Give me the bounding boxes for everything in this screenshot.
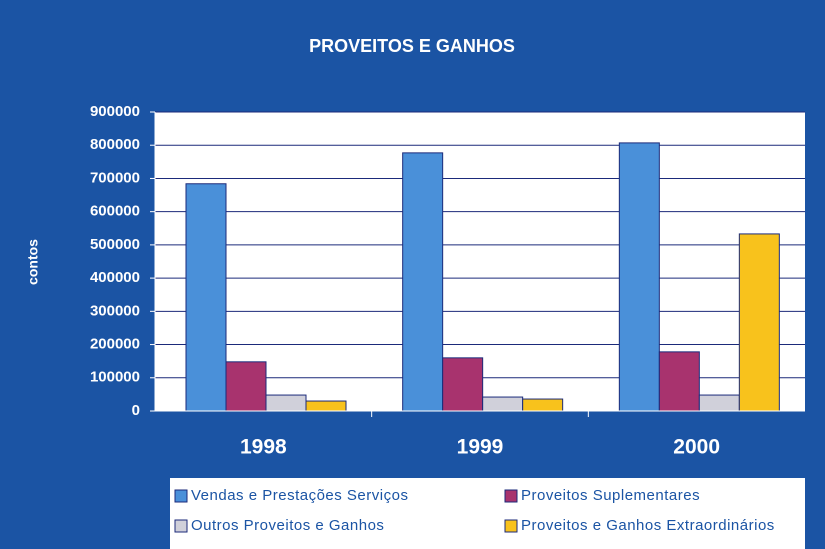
x-tick-label: 2000 xyxy=(673,436,720,459)
bar xyxy=(402,152,444,412)
bar xyxy=(185,183,227,412)
legend-label: Proveitos e Ganhos Extraordinários xyxy=(521,517,775,534)
legend-swatch xyxy=(174,489,188,503)
y-tick-label: 700000 xyxy=(90,169,140,186)
y-axis-label: contos xyxy=(25,239,41,285)
legend-label: Proveitos Suplementares xyxy=(521,487,700,504)
bar xyxy=(658,351,700,412)
y-tick-label: 0 xyxy=(132,402,140,419)
bar xyxy=(522,398,564,412)
bar xyxy=(442,357,484,412)
bar xyxy=(225,361,267,412)
y-tick-label: 600000 xyxy=(90,203,140,220)
y-tick-label: 100000 xyxy=(90,369,140,386)
bar xyxy=(265,394,307,412)
bar xyxy=(618,142,660,412)
y-tick-label: 400000 xyxy=(90,269,140,286)
legend-swatch xyxy=(504,489,518,503)
y-tick-label: 200000 xyxy=(90,336,140,353)
legend-swatch xyxy=(174,519,188,533)
bar xyxy=(482,396,524,412)
y-tick-label: 300000 xyxy=(90,302,140,319)
bar xyxy=(698,394,740,412)
legend xyxy=(170,478,805,549)
y-tick-label: 500000 xyxy=(90,236,140,253)
y-tick-label: 800000 xyxy=(90,136,140,153)
x-tick-label: 1998 xyxy=(240,436,287,459)
bar xyxy=(305,400,347,412)
legend-label: Vendas e Prestações Serviços xyxy=(191,487,408,504)
x-tick-label: 1999 xyxy=(457,436,504,459)
chart-title: PROVEITOS E GANHOS xyxy=(309,36,515,56)
legend-swatch xyxy=(504,519,518,533)
y-tick-label: 900000 xyxy=(90,103,140,120)
bar xyxy=(738,233,780,412)
legend-label: Outros Proveitos e Ganhos xyxy=(191,517,384,534)
